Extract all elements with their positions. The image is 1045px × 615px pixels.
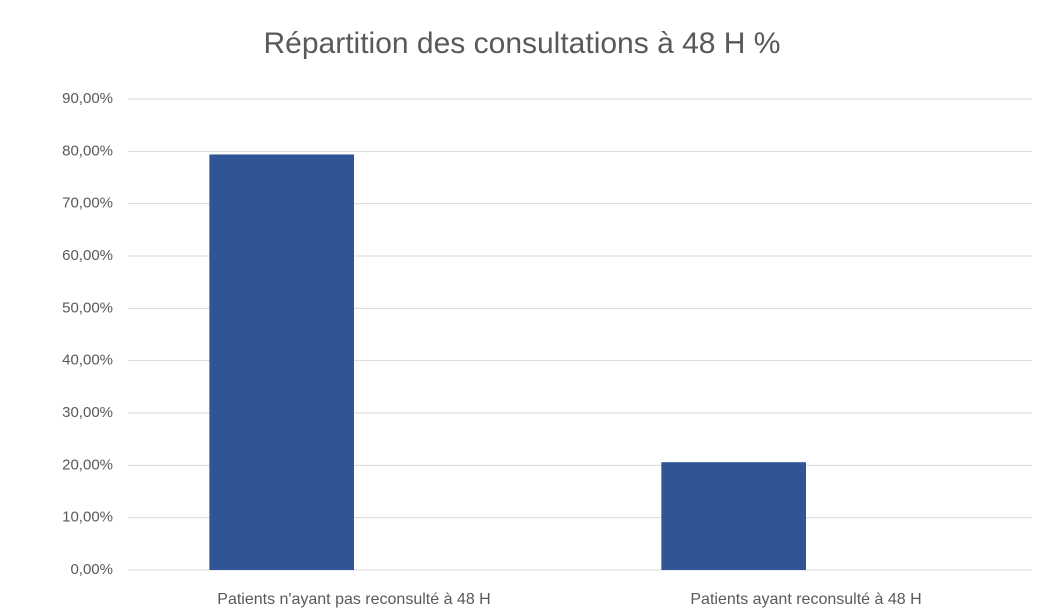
y-tick-label: 60,00% [62,247,113,264]
y-tick-label: 30,00% [62,404,113,421]
x-tick-label: Patients ayant reconsulté à 48 H [690,591,921,608]
y-tick-label: 70,00% [62,195,113,212]
y-tick-label: 90,00% [62,90,113,107]
y-tick-label: 50,00% [62,299,113,316]
y-tick-label: 20,00% [62,456,113,473]
y-tick-label: 40,00% [62,352,113,369]
bar [661,462,806,570]
y-tick-label: 0,00% [70,561,113,578]
y-tick-label: 80,00% [62,142,113,159]
bar [209,154,354,570]
chart-title: Répartition des consultations à 48 H % [264,27,781,60]
y-tick-label: 10,00% [62,509,113,526]
x-tick-label: Patients n'ayant pas reconsulté à 48 H [217,591,490,608]
